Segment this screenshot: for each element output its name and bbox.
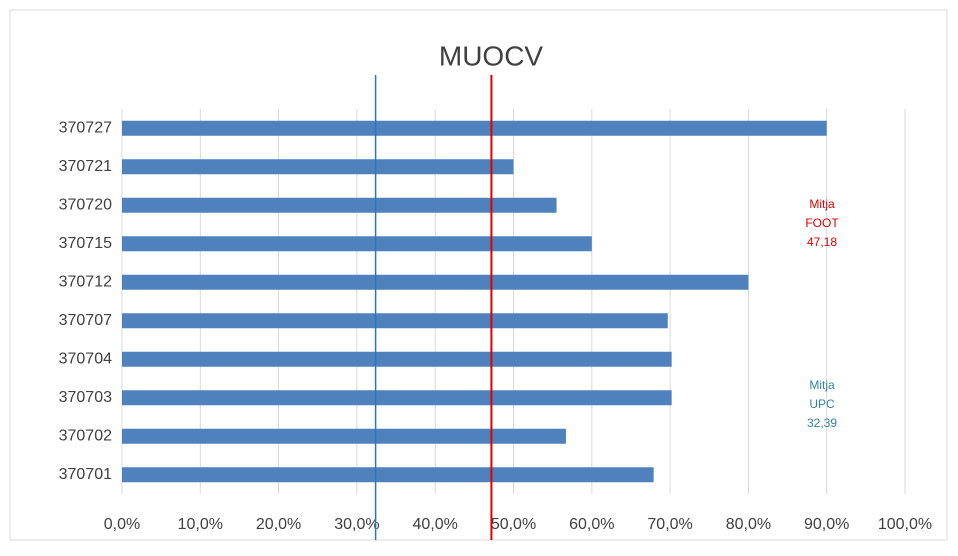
x-tick-label: 50,0% [491,516,536,533]
x-tick-label: 70,0% [647,516,692,533]
bar [122,197,557,213]
y-tick-label: 370703 [59,389,112,406]
x-tick-label: 60,0% [569,516,614,533]
y-tick-label: 370702 [59,427,112,444]
x-tick-label: 100,0% [878,516,932,533]
x-tick-label: 30,0% [334,516,379,533]
x-tick-label: 10,0% [178,516,223,533]
y-tick-label: 370707 [59,312,112,329]
y-tick-label: 370727 [59,119,112,136]
bar [122,428,566,444]
reference-label: 47,18 [807,235,837,249]
y-tick-label: 370721 [59,158,112,175]
bar [122,390,672,406]
y-tick-label: 370701 [59,466,112,483]
y-tick-label: 370720 [59,196,112,213]
x-tick-label: 40,0% [413,516,458,533]
y-tick-label: 370704 [59,350,112,367]
bar [122,120,827,136]
bar [122,274,749,290]
x-tick-label: 0,0% [104,516,140,533]
reference-label: FOOT [805,216,839,230]
x-tick-label: 80,0% [726,516,771,533]
chart-title: MUOCV [439,40,544,71]
bar [122,159,514,175]
bar [122,467,654,483]
reference-label: 32,39 [807,416,837,430]
y-tick-label: 370715 [59,235,112,252]
x-tick-label: 90,0% [804,516,849,533]
bar [122,351,672,367]
reference-label: UPC [809,397,835,411]
x-tick-label: 20,0% [256,516,301,533]
y-tick-label: 370712 [59,273,112,290]
reference-label: Mitja [809,197,835,211]
reference-label: Mitja [809,378,835,392]
bar [122,313,668,329]
bar [122,236,592,252]
